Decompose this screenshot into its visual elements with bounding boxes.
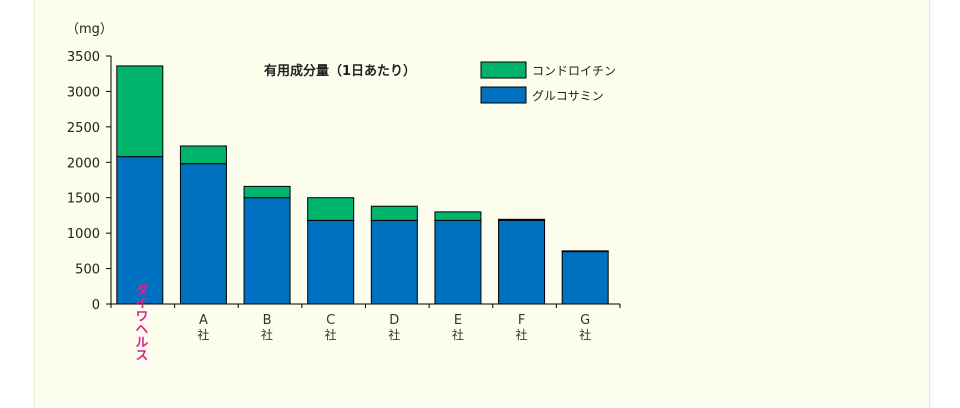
legend-label: グルコサミン	[532, 89, 604, 103]
bar-glucosamine	[307, 219, 355, 305]
y-tick-label: 3000	[67, 85, 100, 100]
x-tick-label-suffix: 社	[516, 327, 528, 342]
y-tick-label: 2000	[67, 156, 100, 171]
bar-chondroitin	[243, 185, 291, 199]
x-tick-label-suffix: 社	[197, 327, 209, 342]
bar-chondroitin	[561, 250, 609, 253]
bar-glucosamine	[179, 163, 227, 305]
x-tick-label-suffix: 社	[579, 327, 591, 342]
bar-chondroitin	[116, 65, 164, 158]
y-tick-label: 500	[75, 263, 100, 278]
x-tick-label: B	[263, 313, 272, 328]
x-tick-label: D	[389, 313, 399, 328]
x-tick-label: F	[518, 313, 525, 328]
x-tick-label-suffix: 社	[325, 327, 337, 342]
y-tick-label: 0	[92, 298, 100, 313]
bar-chondroitin	[179, 145, 227, 165]
y-tick-label: 2500	[67, 121, 100, 136]
bar-glucosamine	[116, 156, 164, 305]
x-tick-label: E	[454, 313, 462, 328]
bar-chondroitin	[370, 205, 418, 221]
x-tick-label-suffix: 社	[261, 327, 273, 342]
x-tick-label-suffix: 社	[388, 327, 400, 342]
bar-chondroitin	[434, 211, 482, 221]
bars	[116, 65, 609, 305]
bar-glucosamine	[498, 219, 546, 305]
bar-glucosamine	[561, 251, 609, 305]
x-tick-label: A	[199, 313, 208, 328]
y-axis-unit: （mg）	[66, 22, 113, 37]
legend-swatch	[480, 86, 527, 104]
x-tick-label-suffix: 社	[452, 327, 464, 342]
legend-label: コンドロイチン	[532, 64, 616, 78]
x-tick-label: G	[580, 313, 590, 328]
x-tick-label: ダイワヘルス	[132, 282, 148, 361]
y-tick-label: 1000	[67, 227, 100, 242]
x-tick-label: C	[326, 313, 335, 328]
bar-glucosamine	[434, 219, 482, 305]
legend-swatch	[480, 61, 527, 79]
y-tick-label: 1500	[67, 192, 100, 207]
bar-chondroitin	[498, 218, 546, 221]
chart-title: 有用成分量（1日あたり）	[264, 63, 416, 79]
bar-chondroitin	[307, 197, 355, 221]
bar-glucosamine	[370, 219, 418, 305]
y-tick-label: 3500	[67, 50, 100, 65]
bar-glucosamine	[243, 197, 291, 305]
